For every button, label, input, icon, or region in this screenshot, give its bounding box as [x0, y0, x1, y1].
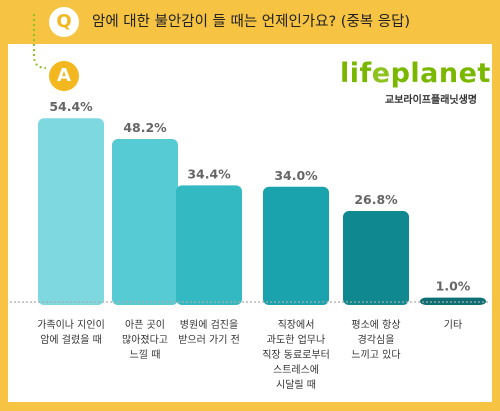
category-label-5: 기타 [443, 320, 463, 331]
category-label-2: 병원에 검진을 받으러 가기 전 [178, 320, 240, 346]
logo-text-end: planet [390, 58, 491, 89]
value-label-3: 34.0% [274, 168, 318, 183]
category-label-3: 직장에서 과도한 업무나 직장 동료로부터 스트레스에 시달릴 때 [262, 320, 330, 391]
question-header: Q 암에 대한 불안감이 들 때는 언제인가요? (중복 응답) [0, 0, 500, 44]
value-label-5: 1.0% [436, 279, 471, 294]
question-text: 암에 대한 불안감이 들 때는 언제인가요? (중복 응답) [92, 14, 411, 30]
lifeplanet-logo: lifeplanet [340, 58, 491, 89]
logo-subtitle: 교보라이프플래닛생명 [385, 95, 477, 106]
question-badge: Q [49, 7, 79, 37]
bar-4 [343, 210, 409, 305]
category-label-0: 가족이나 지인이 암에 걸렸을 때 [37, 320, 105, 346]
value-label-2: 34.4% [187, 166, 231, 181]
value-label-0: 54.4% [49, 99, 93, 114]
logo-text-e: e [371, 58, 391, 89]
bar-2 [176, 185, 242, 305]
category-label-1: 아픈 곳이 많아졌다고 느낄 때 [122, 320, 168, 361]
answer-badge: A [49, 61, 79, 91]
bar-0 [38, 118, 104, 305]
bar-1 [112, 139, 178, 305]
category-label-4: 평소에 항상 경각심을 느끼고 있다 [351, 320, 401, 361]
value-label-1: 48.2% [123, 120, 167, 135]
bar-5 [420, 297, 486, 305]
value-label-4: 26.8% [354, 192, 398, 207]
logo-text-start: lif [340, 58, 372, 89]
bar-3 [263, 186, 329, 305]
